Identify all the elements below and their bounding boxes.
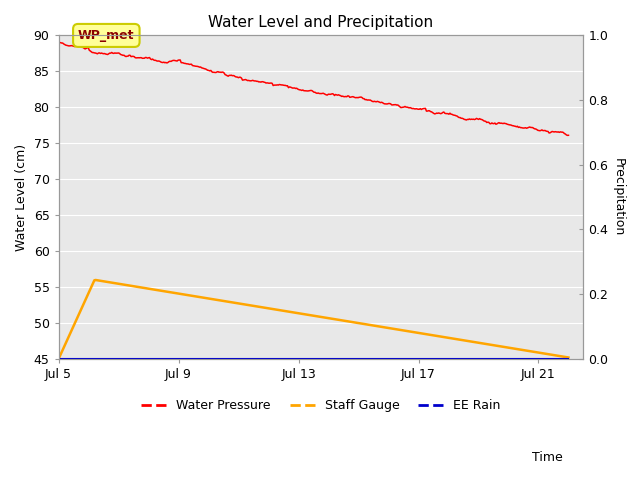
Title: Water Level and Precipitation: Water Level and Precipitation xyxy=(209,15,433,30)
Y-axis label: Water Level (cm): Water Level (cm) xyxy=(15,144,28,251)
Y-axis label: Precipitation: Precipitation xyxy=(612,158,625,236)
Text: WP_met: WP_met xyxy=(78,29,134,42)
Text: Time: Time xyxy=(532,451,563,464)
Legend: Water Pressure, Staff Gauge, EE Rain: Water Pressure, Staff Gauge, EE Rain xyxy=(136,395,506,418)
